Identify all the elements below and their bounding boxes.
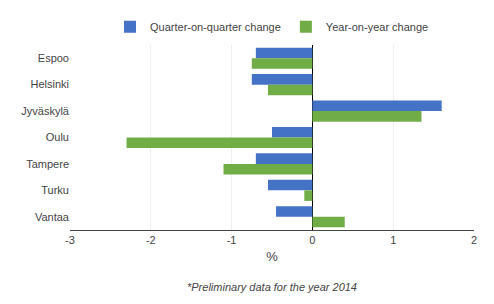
svg-text:Vantaa: Vantaa: [35, 211, 70, 223]
svg-text:Espoo: Espoo: [38, 52, 69, 64]
svg-text:1: 1: [390, 234, 396, 246]
svg-text:Quarter-on-quarter change: Quarter-on-quarter change: [150, 21, 281, 33]
svg-text:Year-on-year change: Year-on-year change: [326, 21, 428, 33]
svg-text:Jyväskylä: Jyväskylä: [21, 105, 70, 117]
svg-text:-1: -1: [227, 234, 237, 246]
svg-text:Oulu: Oulu: [46, 131, 69, 143]
svg-text:Helsinki: Helsinki: [30, 78, 69, 90]
svg-text:Turku: Turku: [41, 184, 69, 196]
svg-text:0: 0: [309, 234, 315, 246]
svg-text:2: 2: [471, 234, 477, 246]
svg-text:%: %: [266, 249, 278, 264]
svg-text:Tampere: Tampere: [26, 158, 69, 170]
svg-text:-2: -2: [146, 234, 156, 246]
svg-text:*Preliminary data for the year: *Preliminary data for the year 2014: [187, 281, 357, 293]
svg-text:-3: -3: [65, 234, 75, 246]
